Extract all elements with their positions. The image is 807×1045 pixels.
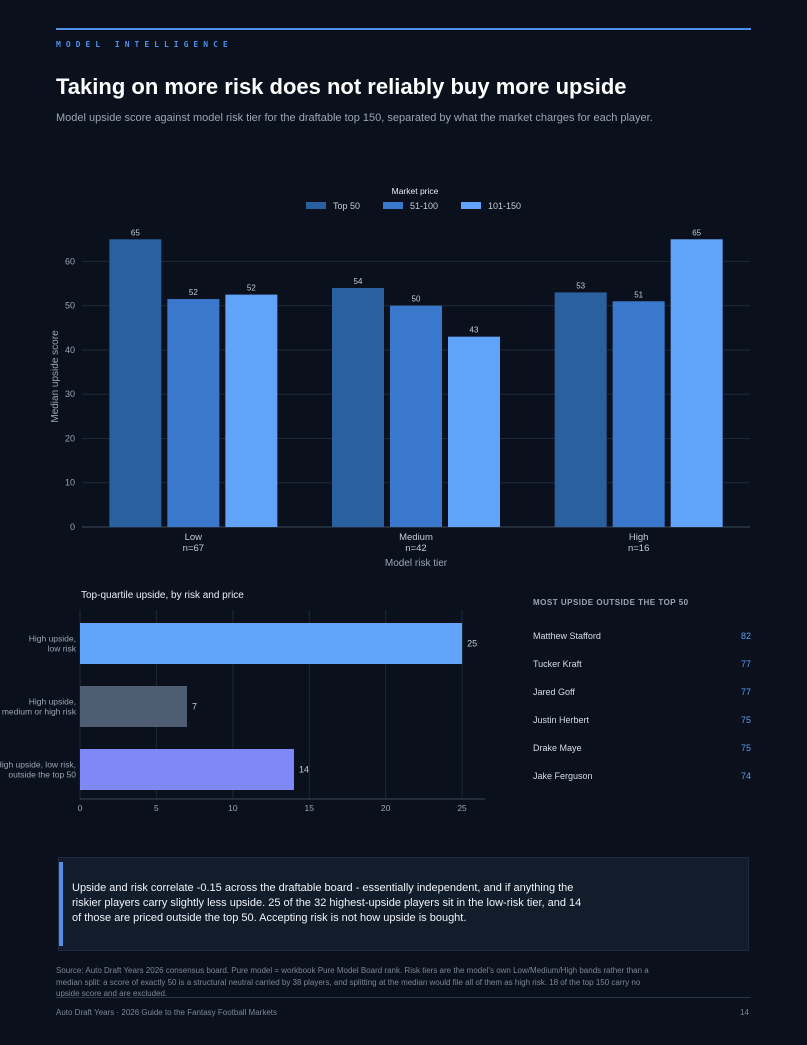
player-upside: 82 — [740, 631, 751, 641]
bar-value-label: 65 — [692, 228, 701, 237]
x-tick-count: n=42 — [405, 543, 426, 554]
x-tick-label: High — [629, 532, 649, 543]
player-name: Jared Goff — [533, 687, 575, 697]
y-tick-label: 30 — [65, 389, 75, 399]
y-tick-label: 40 — [65, 345, 75, 355]
header-rule — [56, 28, 751, 30]
bar — [612, 301, 665, 527]
page-number: 14 — [740, 1008, 749, 1017]
side-panel-list: Matthew Stafford 82 Tucker Kraft 77 Jare… — [533, 622, 751, 790]
x-tick-label: Medium — [399, 532, 433, 543]
y-tick-label: 0 — [70, 522, 75, 532]
legend-title: Market price — [392, 186, 439, 196]
callout-text: Upside and risk correlate -0.15 across t… — [72, 882, 582, 924]
chart-title: Top-quartile upside, by risk and price — [81, 590, 244, 601]
bar — [332, 287, 384, 527]
bar — [80, 623, 463, 664]
upside-by-risk-chart: Market price Top 50 51-100 101-150 0 10 20 30 40… — [50, 186, 750, 569]
legend-label: 51-100 — [410, 201, 438, 211]
side-panel-row: Jake Ferguson 74 — [533, 762, 751, 790]
x-tick-label: 10 — [228, 803, 238, 813]
x-tick-label: 5 — [154, 803, 159, 813]
x-tick-label: 20 — [381, 803, 391, 813]
side-panel-row: Justin Herbert 75 — [533, 706, 751, 734]
legend-swatch — [383, 202, 403, 209]
y-tick-label: 50 — [65, 301, 75, 311]
x-tick-label: 15 — [305, 803, 315, 813]
footer-rule — [56, 997, 751, 998]
legend-label: 101-150 — [488, 201, 521, 211]
legend-label: Top 50 — [333, 201, 360, 211]
side-panel-row: Tucker Kraft 77 — [533, 650, 751, 678]
insight-callout: Upside and risk correlate -0.15 across t… — [58, 857, 749, 951]
y-tick-label: 60 — [65, 256, 75, 266]
player-name: Justin Herbert — [533, 715, 590, 725]
callout-accent-bar — [59, 862, 63, 946]
bar — [448, 336, 500, 527]
player-upside: 75 — [740, 715, 751, 725]
footer-publication: Auto Draft Years · 2026 Guide to the Fan… — [56, 1008, 278, 1017]
bar-value-label: 54 — [354, 277, 363, 286]
x-tick-label: 0 — [78, 803, 83, 813]
bar-value-label: 7 — [192, 702, 197, 712]
bar-value-label: 25 — [467, 639, 477, 649]
x-tick-count: n=67 — [183, 543, 204, 554]
bar — [670, 239, 723, 527]
bar-value-label: 50 — [412, 295, 421, 304]
bar-value-label: 52 — [189, 288, 198, 297]
legend-swatch — [461, 202, 481, 209]
side-panel-row: Jared Goff 77 — [533, 678, 751, 706]
bar-value-label: 52 — [247, 284, 256, 293]
x-tick-label: Low — [185, 532, 203, 543]
player-upside: 77 — [740, 659, 751, 669]
y-tick-label-line1: High upside, low risk, — [0, 760, 76, 770]
player-upside: 77 — [740, 687, 751, 697]
y-tick-label: 10 — [65, 478, 75, 488]
bar — [554, 292, 607, 527]
player-name: Jake Ferguson — [533, 771, 593, 781]
y-tick-label-line2: low risk — [48, 644, 77, 654]
bar — [167, 299, 220, 527]
y-tick-label-line1: High upside, — [29, 634, 76, 644]
player-name: Matthew Stafford — [533, 631, 601, 641]
legend-swatch — [306, 202, 326, 209]
y-tick-label-line2: medium or high risk — [2, 707, 77, 717]
player-name: Tucker Kraft — [533, 659, 582, 669]
player-name: Drake Maye — [533, 743, 582, 753]
bar-value-label: 43 — [470, 326, 479, 335]
bar — [80, 749, 294, 790]
x-axis-title: Model risk tier — [385, 558, 448, 569]
side-panel-row: Drake Maye 75 — [533, 734, 751, 762]
bar-value-label: 14 — [299, 765, 309, 775]
bar — [390, 305, 442, 527]
x-tick-count: n=16 — [628, 543, 649, 554]
bar — [80, 686, 187, 727]
player-upside: 75 — [740, 743, 751, 753]
y-axis-title: Median upside score — [50, 330, 61, 423]
bar — [225, 294, 278, 527]
section-kicker: MODEL INTELLIGENCE — [56, 40, 233, 49]
bar-value-label: 53 — [576, 281, 585, 290]
x-tick-label: 25 — [457, 803, 467, 813]
side-panel-row: Matthew Stafford 82 — [533, 622, 751, 650]
side-panel-title: MOST UPSIDE OUTSIDE THE TOP 50 — [533, 598, 689, 607]
y-tick-label-line2: outside the top 50 — [8, 770, 76, 780]
bar — [109, 239, 162, 527]
page-title: Taking on more risk does not reliably bu… — [56, 74, 627, 99]
page-subtitle: Model upside score against model risk ti… — [56, 112, 653, 124]
source-note: Source: Auto Draft Years 2026 consensus … — [56, 966, 649, 998]
y-tick-label: 20 — [65, 433, 75, 443]
y-tick-label-line1: High upside, — [29, 697, 76, 707]
top-quartile-chart: Top-quartile upside, by risk and price 0 5… — [0, 590, 485, 813]
bar-value-label: 51 — [634, 290, 643, 299]
player-upside: 74 — [740, 771, 751, 781]
bar-value-label: 65 — [131, 228, 140, 237]
